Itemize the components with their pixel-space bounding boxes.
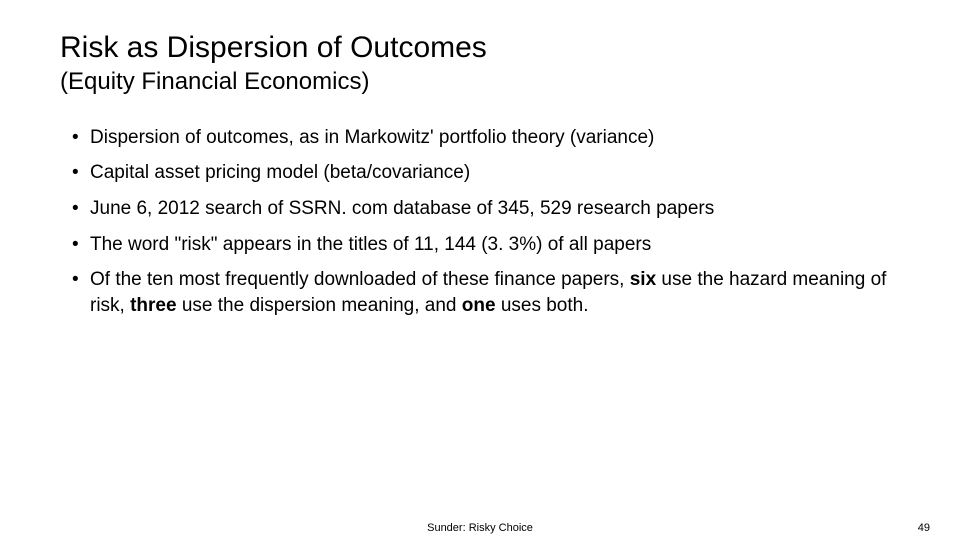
list-item: June 6, 2012 search of SSRN. com databas… bbox=[72, 196, 900, 222]
slide-title: Risk as Dispersion of Outcomes bbox=[60, 30, 900, 66]
list-item: The word "risk" appears in the titles of… bbox=[72, 232, 900, 258]
list-item: Capital asset pricing model (beta/covari… bbox=[72, 160, 900, 186]
footer-text: Sunder: Risky Choice bbox=[427, 522, 533, 534]
bullet-list: Dispersion of outcomes, as in Markowitz'… bbox=[60, 125, 900, 319]
list-item: Dispersion of outcomes, as in Markowitz'… bbox=[72, 125, 900, 151]
slide-subtitle: (Equity Financial Economics) bbox=[60, 68, 900, 97]
page-number: 49 bbox=[918, 522, 930, 534]
list-item: Of the ten most frequently downloaded of… bbox=[72, 267, 900, 318]
